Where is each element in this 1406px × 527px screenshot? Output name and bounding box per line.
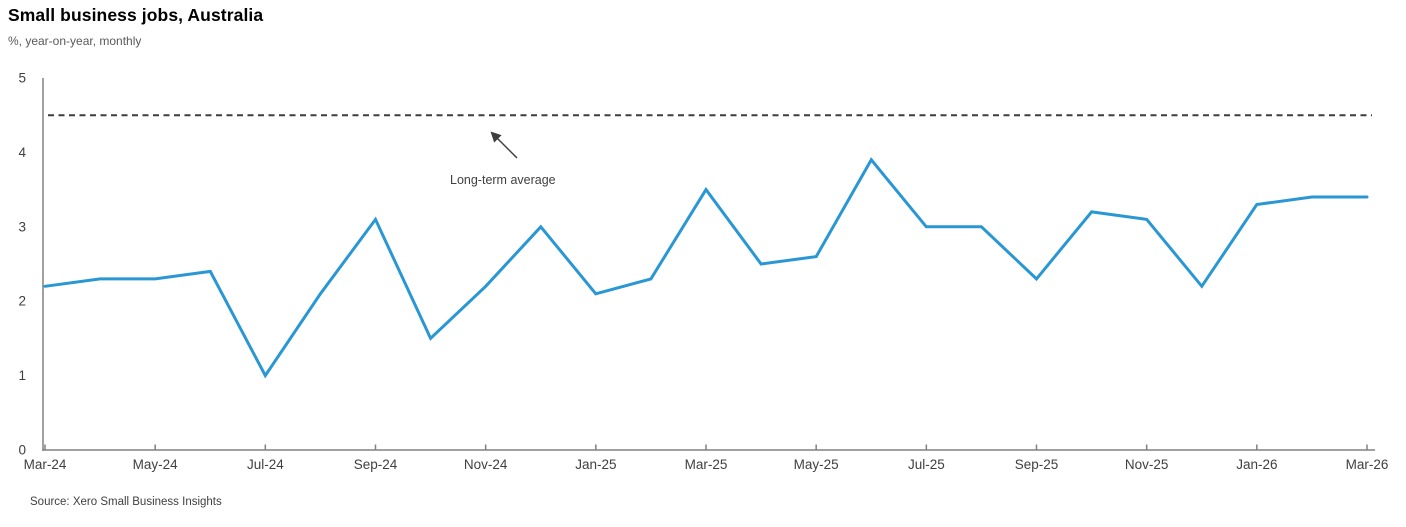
- annotation-arrow: [490, 131, 518, 159]
- x-tick-label: Mar-26: [1346, 457, 1389, 472]
- chart-title: Small business jobs, Australia: [8, 5, 264, 25]
- annotation-label: Long-term average: [450, 173, 556, 187]
- x-tick-label: Nov-24: [464, 457, 508, 472]
- x-tick-label: Mar-25: [685, 457, 728, 472]
- x-tick-label: Nov-25: [1125, 457, 1169, 472]
- x-tick-label: Mar-24: [24, 457, 67, 472]
- y-tick-label: 5: [18, 71, 26, 86]
- x-tick-label: May-24: [133, 457, 179, 472]
- chart-subtitle: %, year-on-year, monthly: [8, 34, 142, 48]
- x-tick-label: Sep-25: [1015, 457, 1059, 472]
- y-tick-label: 0: [18, 443, 26, 458]
- y-tick-label: 2: [18, 294, 26, 309]
- x-tick-label: Jan-25: [575, 457, 616, 472]
- y-tick-label: 4: [18, 145, 26, 160]
- x-tick-label: Jul-25: [908, 457, 945, 472]
- series-line: [43, 157, 1369, 379]
- y-tick-label: 3: [18, 219, 26, 234]
- x-tick-label: Sep-24: [354, 457, 398, 472]
- source-note: Source: Xero Small Business Insights: [30, 496, 222, 508]
- x-tick-label: Jan-26: [1236, 457, 1277, 472]
- y-tick-label: 1: [18, 368, 26, 383]
- x-tick-label: Jul-24: [247, 457, 284, 472]
- x-tick-label: May-25: [794, 457, 839, 472]
